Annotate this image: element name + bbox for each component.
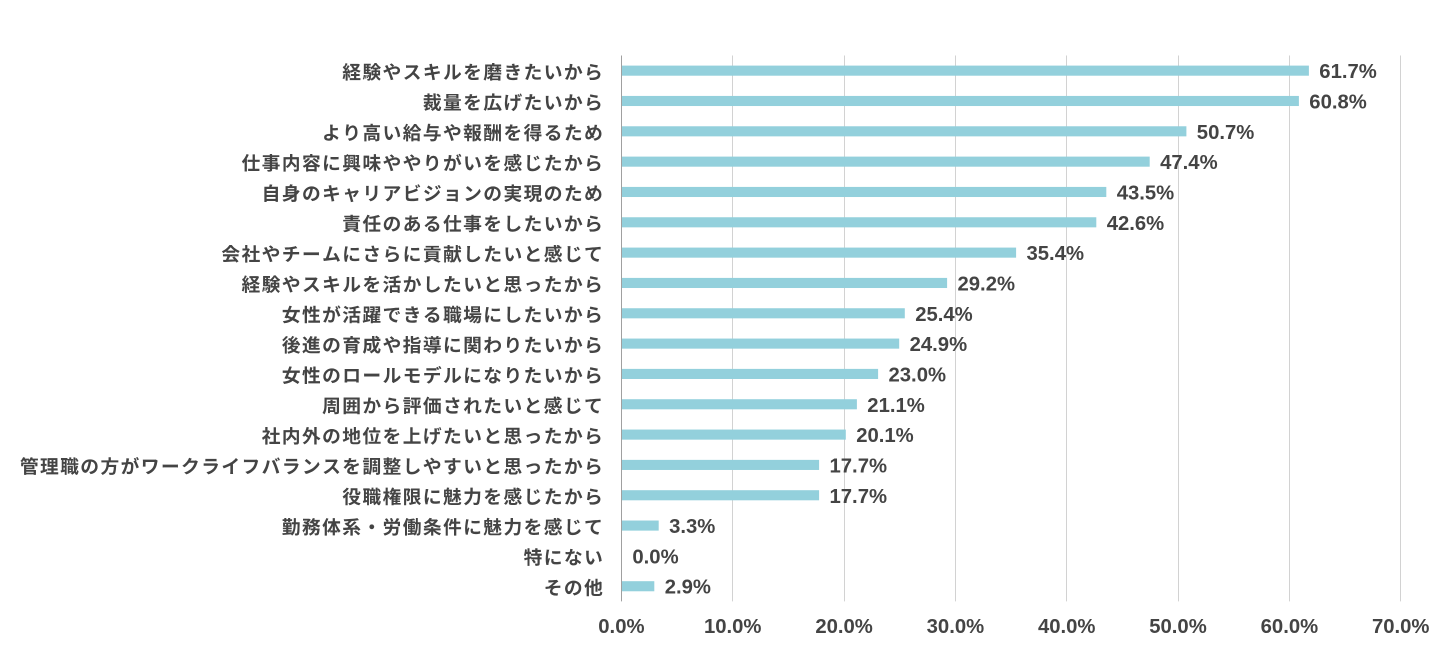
svg-text:24.9%: 24.9% [910,334,968,356]
svg-text:29.2%: 29.2% [958,273,1016,295]
svg-text:25.4%: 25.4% [915,304,973,326]
svg-text:50.0%: 50.0% [1149,616,1207,638]
svg-text:42.6%: 42.6% [1107,213,1165,235]
svg-text:20.0%: 20.0% [815,616,873,638]
svg-text:0.0%: 0.0% [632,546,678,568]
svg-text:61.7%: 61.7% [1319,61,1377,83]
svg-text:17.7%: 17.7% [830,486,888,508]
svg-text:60.8%: 60.8% [1309,91,1367,113]
svg-text:23.0%: 23.0% [889,364,947,386]
svg-text:10.0%: 10.0% [704,616,762,638]
svg-text:70.0%: 70.0% [1372,616,1430,638]
svg-text:35.4%: 35.4% [1027,243,1085,265]
svg-text:3.3%: 3.3% [669,516,715,538]
svg-text:2.9%: 2.9% [665,577,711,599]
svg-text:0.0%: 0.0% [598,616,644,638]
svg-text:21.1%: 21.1% [867,395,925,417]
svg-text:40.0%: 40.0% [1038,616,1096,638]
svg-text:30.0%: 30.0% [927,616,985,638]
svg-text:17.7%: 17.7% [830,455,888,477]
svg-text:20.1%: 20.1% [856,425,914,447]
svg-text:47.4%: 47.4% [1160,152,1218,174]
svg-text:43.5%: 43.5% [1117,182,1175,204]
svg-text:50.7%: 50.7% [1197,122,1255,144]
svg-text:60.0%: 60.0% [1261,616,1319,638]
